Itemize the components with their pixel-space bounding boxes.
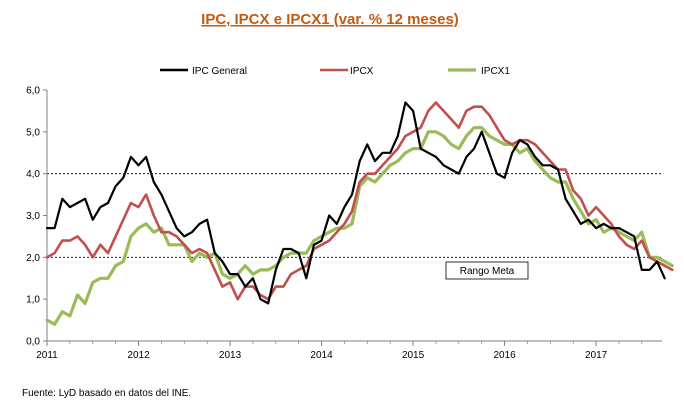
- series-line-ipc-general: [45, 101, 666, 305]
- y-tick-label: 3,0: [26, 211, 40, 222]
- target-band-label-box: Rango Meta: [445, 261, 529, 280]
- x-tick-label: 2017: [585, 350, 608, 361]
- chart-title: IPC, IPCX e IPCX1 (var. % 12 meses): [201, 11, 459, 28]
- x-tick-label: 2015: [402, 350, 425, 361]
- series-line-ipcx: [45, 101, 674, 301]
- legend-label-ipcx: IPCX: [350, 66, 374, 77]
- y-tick-label: 6,0: [26, 86, 40, 97]
- x-tick-label: 2011: [36, 350, 58, 361]
- y-tick-label: 4,0: [26, 169, 40, 180]
- x-tick-label: 2013: [219, 350, 242, 361]
- legend: IPC General IPCX IPCX1: [160, 66, 510, 77]
- y-tick-label: 2,0: [26, 253, 40, 264]
- x-tick-label: 2012: [127, 350, 150, 361]
- target-band-label: Rango Meta: [460, 266, 515, 277]
- y-tick-label: 1,0: [26, 295, 40, 306]
- legend-label-ipc-general: IPC General: [192, 66, 247, 77]
- series-lines: [45, 101, 674, 326]
- x-tick-label: 2014: [310, 350, 333, 361]
- x-tick-label: 2016: [493, 350, 516, 361]
- x-axis-ticks: 2011 2012 2013 2014 2015 2016 2017: [36, 341, 643, 361]
- y-axis-ticks: 0,0 1,0 2,0 3,0 4,0 5,0 6,0: [26, 86, 47, 348]
- series-line-ipcx1: [45, 126, 674, 326]
- y-tick-label: 0,0: [26, 337, 40, 348]
- target-band-label-frame: [445, 261, 529, 280]
- y-tick-label: 5,0: [26, 127, 40, 138]
- source-note: Fuente: LyD basado en datos del INE.: [22, 388, 191, 399]
- legend-label-ipcx1: IPCX1: [481, 66, 510, 77]
